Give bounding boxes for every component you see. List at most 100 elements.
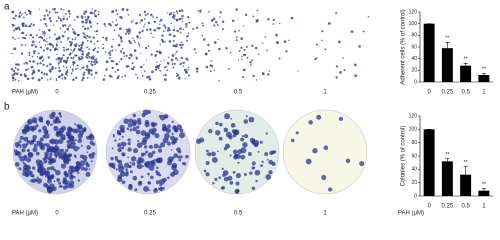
colony	[232, 149, 238, 155]
cell	[92, 36, 95, 39]
cell	[213, 24, 216, 27]
cell	[160, 18, 163, 22]
cell	[93, 42, 96, 45]
colony	[205, 149, 209, 153]
cell	[169, 13, 171, 16]
colony	[168, 158, 173, 163]
colony	[114, 155, 118, 160]
cell	[14, 18, 16, 20]
cell	[14, 38, 16, 40]
colony	[80, 166, 85, 171]
cell	[89, 40, 93, 43]
cell	[74, 44, 77, 47]
colony	[37, 164, 43, 170]
cell	[82, 73, 85, 76]
cell	[161, 40, 165, 43]
colony	[49, 189, 52, 192]
cell	[176, 29, 179, 33]
colony	[58, 120, 62, 124]
colony	[215, 121, 219, 126]
cell	[324, 48, 327, 51]
colony	[121, 180, 126, 185]
cell	[69, 24, 71, 26]
colony	[162, 127, 167, 132]
y-tick-label: 60	[411, 153, 417, 159]
colony	[88, 168, 91, 171]
cell	[94, 71, 98, 75]
cell	[175, 45, 177, 47]
cell	[276, 41, 279, 44]
colony	[136, 142, 143, 148]
colony	[127, 138, 131, 142]
colony	[118, 159, 123, 164]
cell	[175, 72, 178, 75]
cell	[87, 68, 91, 72]
colony	[147, 152, 154, 159]
cell	[89, 25, 93, 28]
colony	[27, 118, 33, 125]
cell	[124, 74, 127, 77]
colony	[151, 130, 156, 136]
colony	[235, 181, 240, 186]
colony	[132, 113, 137, 118]
colony	[22, 168, 28, 174]
colony	[176, 124, 182, 130]
cell	[79, 48, 82, 52]
colony	[179, 155, 183, 159]
cell	[252, 15, 255, 18]
cell	[23, 62, 26, 65]
cell	[71, 52, 73, 54]
cell	[95, 29, 99, 33]
cell	[176, 59, 179, 61]
cell	[88, 56, 91, 59]
cell	[199, 11, 202, 14]
cell	[179, 63, 182, 66]
cell	[138, 13, 142, 16]
colony	[321, 174, 327, 180]
cell	[18, 28, 21, 31]
cell	[14, 78, 17, 81]
colony	[153, 143, 159, 149]
cell	[113, 29, 116, 31]
cell	[24, 24, 28, 27]
cell	[162, 30, 165, 33]
cell	[18, 15, 21, 17]
colony	[174, 128, 178, 133]
cell	[85, 47, 87, 49]
cell	[23, 73, 26, 76]
cell	[215, 21, 218, 24]
cell	[39, 35, 42, 39]
cell	[65, 60, 67, 62]
colony	[36, 178, 43, 184]
colony	[44, 175, 47, 178]
cell	[154, 68, 158, 71]
colony	[167, 124, 171, 129]
cell	[84, 33, 86, 36]
cell	[57, 37, 61, 40]
cell	[26, 77, 30, 81]
cell	[62, 46, 65, 49]
cell	[168, 40, 172, 43]
colony	[158, 157, 163, 162]
colony	[68, 153, 73, 157]
cell	[72, 78, 75, 81]
colony	[134, 188, 138, 192]
cell	[154, 21, 157, 23]
dose: 1	[323, 211, 327, 217]
error-bar	[463, 166, 468, 175]
cell	[67, 17, 69, 19]
colony	[120, 171, 126, 177]
colony	[145, 150, 149, 154]
cell	[362, 30, 365, 33]
cell	[121, 47, 124, 50]
cell	[136, 77, 139, 79]
cell	[146, 12, 149, 15]
cell	[141, 31, 143, 33]
colony	[23, 126, 30, 132]
colony	[155, 170, 159, 174]
cell	[242, 68, 246, 72]
colony	[227, 175, 233, 181]
colony	[148, 144, 153, 149]
colony	[59, 184, 63, 188]
cell	[47, 13, 49, 16]
